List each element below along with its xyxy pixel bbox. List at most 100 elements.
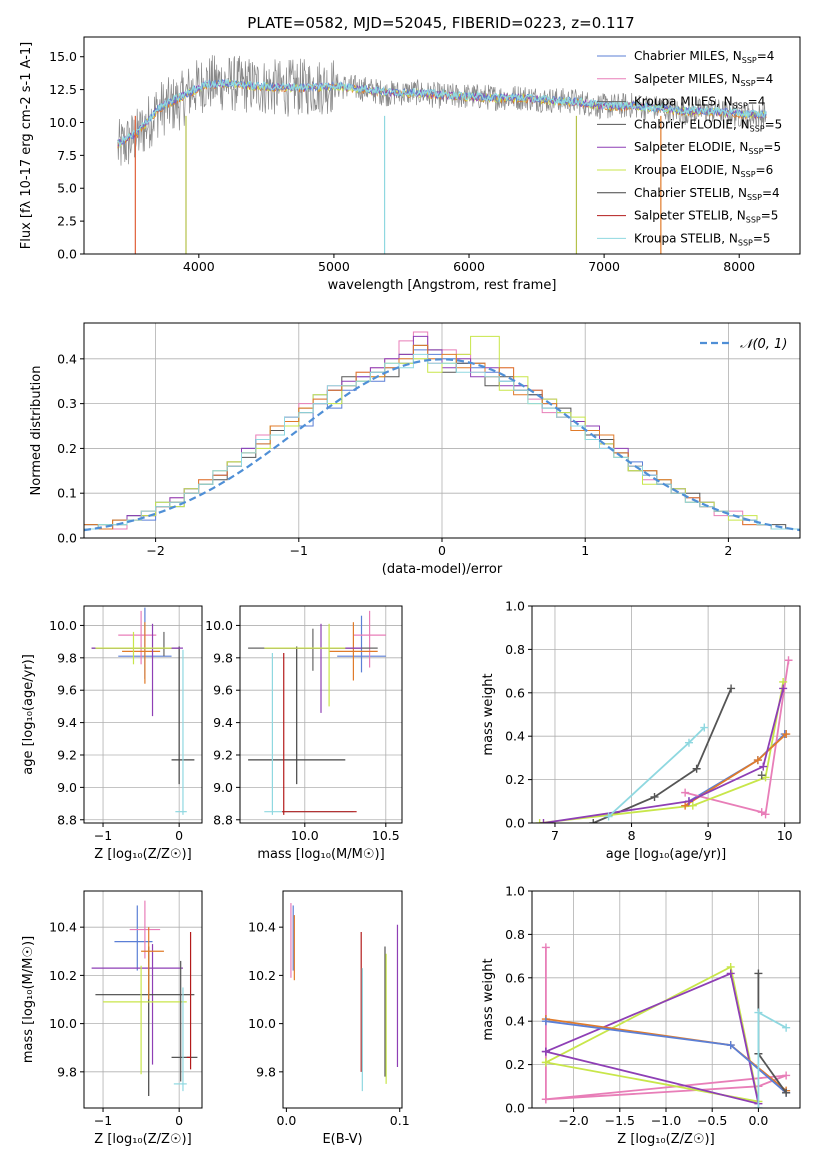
axes-mass-vs-ebv: 0.0 0.1 9.8 10.0 10.2 10.4 E(B-V) [248,890,410,1147]
data-point [114,905,153,971]
series-marker [539,819,548,823]
series-marker [754,1008,763,1017]
model-spectrum-line [117,79,767,148]
x-tick-label: −1 [290,543,308,558]
y-tick-label: 9.0 [57,780,77,795]
data-point [103,965,187,1075]
x-tick-label: −2 [146,543,164,558]
text-span: Chabrier MILES, N [634,49,742,63]
y-axis-label: mass weight [481,958,496,1040]
text-span: =4 [762,186,780,200]
series-line [684,660,790,816]
x-tick-label: 7 [551,828,559,843]
x-tick-label: 7000 [588,259,620,274]
legend: 𝒩(0, 1) [700,337,787,352]
y-tick-label: 10.2 [49,968,77,983]
x-tick-label: 0 [175,828,183,843]
x-axis-label: E(B-V) [322,1132,362,1147]
x-tick-label: −0.5 [697,1113,727,1128]
x-axis-label: (data-model)/error [382,562,503,577]
frame: 4000 5000 6000 7000 8000 0.0 2.5 5.0 7.5 10.0 12.5… [19,36,801,293]
legend-label: Chabrier MILES, NSSP=4 [634,49,774,65]
data-point [329,622,378,681]
text-span: SSP [747,193,762,202]
series-marker [727,684,736,693]
y-tick-label: 9.6 [213,683,233,698]
x-tick-label: 10.5 [372,828,400,843]
x-tick-label: −1.0 [651,1113,681,1128]
text-span: mass weight [481,958,496,1040]
y-tick-label: 9.8 [213,650,233,665]
frame: −2.0 −1.5 −1.0 −0.5 0.0 0.0 0.2 0.4 0.6 0.8 1.0 Z [… [481,884,801,1147]
y-tick-label: 0.2 [57,441,77,456]
y-tick-label: 10.0 [248,1016,276,1031]
legend-label: Salpeter ELODIE, NSSP=5 [634,140,781,156]
axes-age-vs-Z: −1 0 8.8 9.0 9.2 9.4 9.6 9.8 10.0 Z [log₁₀(Z/Z☉)]… [21,605,203,862]
series-marker [541,1058,550,1067]
y-tick-label: 10.0 [205,618,233,633]
series-marker [757,771,766,780]
x-tick-label: 0 [438,543,446,558]
plot-area [84,331,800,538]
x-tick-label: 10 [777,828,793,843]
text-span: =4 [757,49,775,63]
y-tick-label: 9.0 [213,780,233,795]
series-marker [681,801,690,810]
text-span: age [log₁₀(age/yr)] [21,654,36,775]
y-tick-label: 10.4 [49,920,77,935]
y-tick-label: 0.4 [57,351,77,366]
x-axis-label: mass [log₁₀(M/M☉)] [257,847,384,862]
normal-curve [84,358,800,532]
series-line [543,688,785,823]
text-span: E(B-V) [322,1132,362,1147]
text-span: mass weight [481,673,496,755]
text-span: Kroupa STELIB, N [634,231,738,245]
text-span: (data-model)/error [382,562,503,577]
plot-area [91,607,195,815]
series-marker [535,819,544,823]
series-marker [692,764,701,773]
y-tick-label: 1.0 [505,884,525,899]
text-span: age [log₁₀(age/yr)] [606,847,727,862]
series-marker [726,969,735,978]
legend-label: 𝒩(0, 1) [740,337,787,352]
text-span: wavelength [Angstrom, rest frame] [328,278,557,293]
text-span: -1] [19,42,34,60]
text-span: =5 [761,209,779,223]
data-point [186,931,192,1070]
y-tick-label: 5.0 [57,181,77,196]
frame: −1 0 9.8 10.0 10.2 10.4 Z [log₁₀(Z/Z☉)] mass [l… [21,890,203,1147]
text-span: Kroupa MILES, N [634,95,733,109]
plot-area [248,610,386,815]
text-span: Chabrier ELODIE, N [634,117,750,131]
text-span: -17 erg cm [19,109,34,180]
text-span: SSP [746,216,761,225]
series-marker [761,810,770,819]
series-line [539,681,785,823]
series-marker [753,756,762,765]
data-point [353,610,386,668]
text-span: =5 [765,117,783,131]
frame: −2 −1 0 1 2 0.0 0.1 0.2 0.3 0.4 (data-model)/error… [29,322,801,577]
series-marker [604,812,613,821]
x-tick-label: −1 [94,1113,112,1128]
x-axis-label: Z [log₁₀(Z/Z☉)] [617,1132,714,1147]
y-tick-label: 0.0 [57,247,77,262]
y-tick-label: 0.8 [505,642,525,657]
plot-area [91,900,198,1096]
text-span: -1 A [19,59,34,85]
series-marker [754,1104,763,1108]
y-tick-label: 8.8 [57,812,77,827]
y-tick-label: 0.0 [505,816,525,831]
series-marker [650,792,659,801]
series-marker [684,797,693,806]
data-point [171,960,198,1082]
figure-title: PLATE=0582, MJD=52045, FIBERID=0223, z=0… [247,14,634,32]
data-point [95,631,172,665]
y-tick-label: 9.2 [213,747,233,762]
x-tick-label: 8 [628,828,636,843]
y-axis-label: mass weight [481,673,496,755]
y-tick-label: 0.6 [505,685,525,700]
